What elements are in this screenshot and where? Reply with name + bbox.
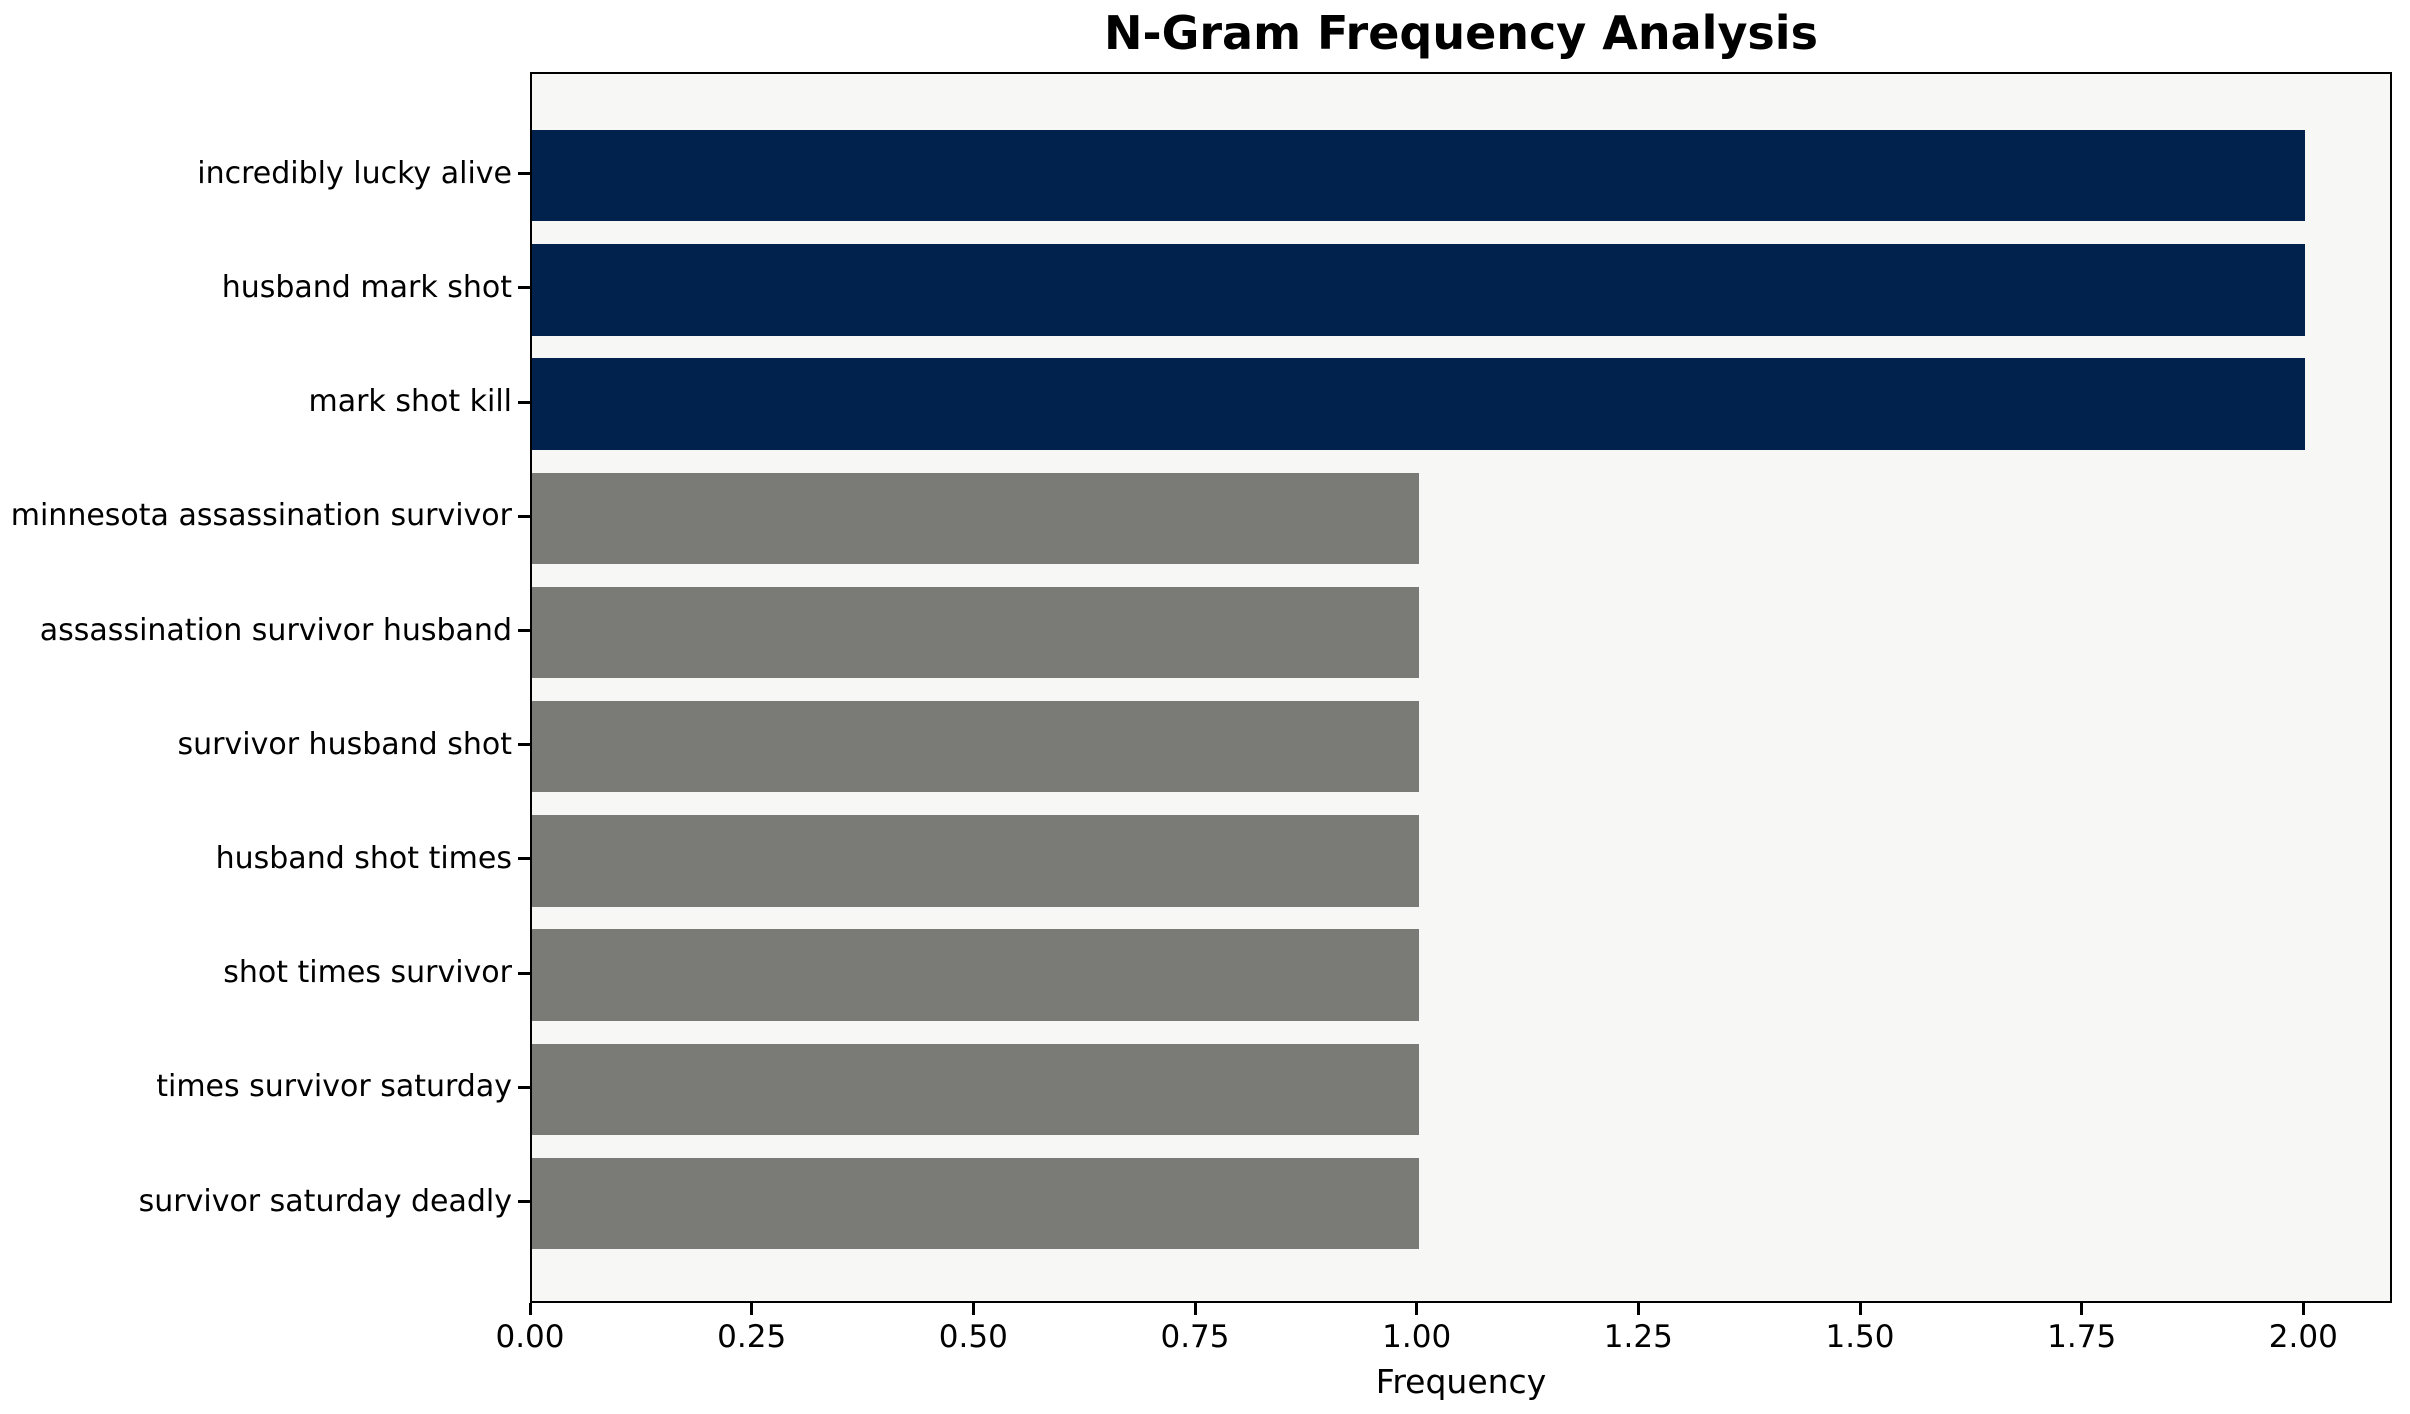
- y-tick-label: survivor husband shot: [177, 726, 512, 762]
- y-tick-mark: [518, 629, 530, 632]
- y-tick-mark: [518, 743, 530, 747]
- bar-times-survivor-saturday: [532, 1043, 1419, 1135]
- x-tick-mark: [528, 1303, 532, 1315]
- bar-mark-shot-kill: [532, 358, 2306, 450]
- plot-area: [530, 72, 2392, 1303]
- y-tick-label: mark shot kill: [308, 384, 512, 420]
- bar-minnesota-assassination-survivor: [532, 472, 1419, 564]
- bar-survivor-husband-shot: [532, 701, 1419, 793]
- x-tick-label: 1.25: [1603, 1319, 1673, 1355]
- x-tick-mark: [1858, 1303, 1862, 1315]
- x-tick-mark: [971, 1303, 975, 1315]
- bar-survivor-saturday-deadly: [532, 1157, 1419, 1250]
- y-tick-label: survivor saturday deadly: [138, 1183, 512, 1219]
- x-tick-label: 1.75: [2047, 1319, 2117, 1355]
- x-tick-label: 2.00: [2268, 1319, 2338, 1355]
- y-tick-mark: [518, 286, 530, 290]
- x-tick-label: 0.75: [1160, 1319, 1230, 1355]
- x-tick-mark: [1193, 1303, 1197, 1315]
- bar-incredibly-lucky-alive: [532, 130, 2306, 222]
- bar-husband-shot-times: [532, 815, 1419, 907]
- bar-shot-times-survivor: [532, 929, 1419, 1021]
- y-tick-label: husband shot times: [215, 840, 512, 876]
- y-tick-label: incredibly lucky alive: [197, 155, 512, 191]
- y-tick-label: husband mark shot: [221, 269, 512, 305]
- x-tick-label: 0.50: [938, 1319, 1008, 1355]
- chart-title: N-Gram Frequency Analysis: [1104, 6, 1818, 60]
- y-tick-mark: [518, 172, 530, 176]
- y-tick-mark: [518, 514, 530, 518]
- bar-assassination-survivor-husband: [532, 586, 1419, 679]
- y-tick-mark: [518, 857, 530, 861]
- x-tick-mark: [2301, 1303, 2305, 1315]
- y-tick-label: minnesota assassination survivor: [10, 498, 512, 534]
- y-tick-label: shot times survivor: [223, 955, 512, 991]
- bar-husband-mark-shot: [532, 244, 2306, 336]
- x-axis-label: Frequency: [1375, 1362, 1547, 1401]
- x-tick-mark: [2080, 1303, 2084, 1315]
- y-tick-mark: [518, 1085, 530, 1089]
- x-tick-label: 0.00: [495, 1319, 565, 1355]
- y-tick-label: times survivor saturday: [156, 1069, 512, 1105]
- y-tick-mark: [518, 971, 530, 975]
- x-tick-mark: [1415, 1303, 1419, 1315]
- x-tick-label: 1.00: [1382, 1319, 1452, 1355]
- y-tick-label: assassination survivor husband: [39, 612, 512, 648]
- y-tick-mark: [518, 1200, 530, 1203]
- x-tick-mark: [1636, 1303, 1640, 1315]
- x-tick-label: 1.50: [1825, 1319, 1895, 1355]
- y-tick-mark: [518, 400, 530, 404]
- x-tick-label: 0.25: [717, 1319, 787, 1355]
- x-tick-mark: [750, 1303, 754, 1315]
